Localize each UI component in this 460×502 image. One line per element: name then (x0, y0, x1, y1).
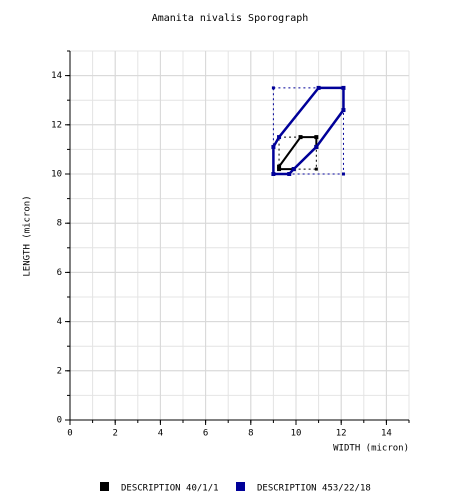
vertex (271, 172, 276, 176)
vertex (298, 135, 303, 140)
legend-label: DESCRIPTION 40/1/1 (121, 484, 219, 494)
spore-outline (272, 86, 345, 176)
x-tick-label: 14 (381, 429, 392, 439)
range-corner (341, 172, 345, 176)
y-tick-label: 0 (57, 416, 62, 426)
x-tick-label: 8 (248, 429, 253, 439)
y-tick-label: 12 (51, 120, 62, 130)
vertex (291, 167, 296, 172)
vertex (341, 85, 346, 90)
y-tick-label: 10 (51, 170, 62, 180)
vertex (287, 172, 292, 176)
vertex (341, 108, 346, 113)
y-tick-label: 4 (57, 317, 62, 327)
y-tick-label: 8 (57, 219, 62, 229)
y-axis-label: LENGTH (micron) (23, 195, 33, 276)
vertex (314, 135, 319, 140)
legend-swatch (100, 482, 109, 491)
chart-title: Amanita nivalis Sporograph (152, 13, 309, 24)
range-box (272, 87, 344, 175)
x-tick-label: 6 (203, 429, 208, 439)
range-corner (314, 167, 318, 171)
vertex (314, 144, 319, 149)
vertex (277, 167, 282, 172)
vertex (316, 85, 321, 90)
x-tick-label: 4 (158, 429, 163, 439)
x-tick-label: 12 (336, 429, 347, 439)
vertex (277, 135, 282, 140)
y-tick-label: 14 (51, 71, 62, 81)
vertex (271, 144, 276, 149)
vertex (277, 164, 282, 169)
x-tick-label: 2 (112, 429, 117, 439)
y-tick-label: 6 (57, 268, 62, 278)
x-tick-label: 0 (67, 429, 72, 439)
x-tick-label: 10 (291, 429, 302, 439)
range-corner (271, 86, 275, 90)
y-tick-label: 2 (57, 366, 62, 376)
legend-swatch (236, 482, 245, 491)
x-axis-label: WIDTH (micron) (333, 444, 409, 454)
legend-label: DESCRIPTION 453/22/18 (257, 484, 371, 494)
